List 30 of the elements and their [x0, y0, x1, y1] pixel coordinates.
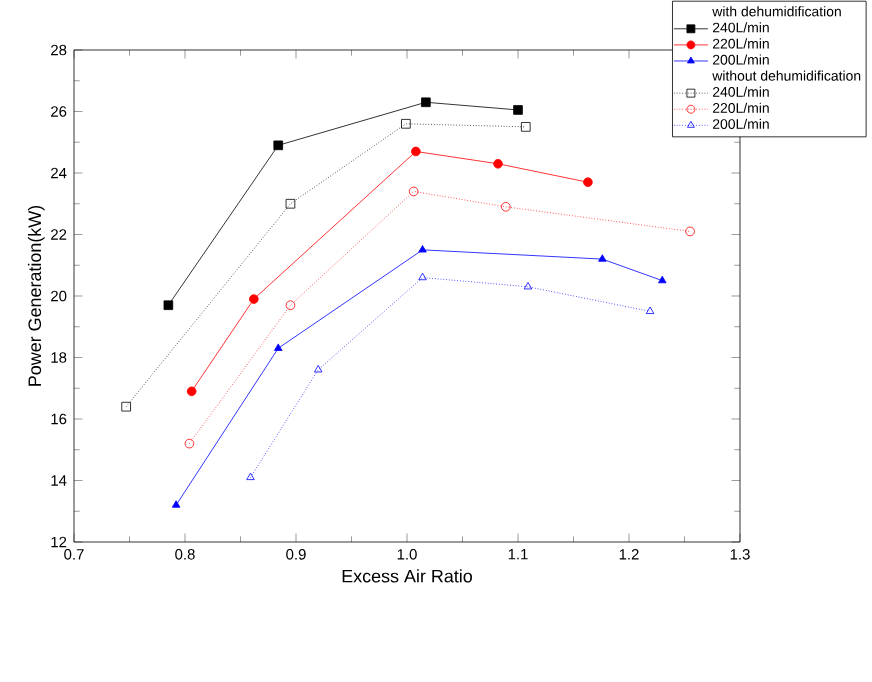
point: [184, 438, 195, 449]
point: [513, 105, 523, 115]
point: [285, 300, 296, 310]
y-axis-title: Power Generation(kW): [27, 205, 45, 386]
point: [274, 343, 283, 351]
point: [421, 97, 431, 108]
point: [186, 386, 197, 397]
point: [501, 202, 511, 212]
point: [583, 177, 593, 187]
point: [520, 122, 531, 132]
point: [411, 146, 421, 157]
point: [163, 300, 174, 310]
point: [523, 281, 533, 290]
point: [285, 198, 296, 209]
x-axis-title: Excess Air Ratio: [342, 569, 472, 583]
point: [314, 365, 323, 373]
point: [249, 294, 259, 304]
point: [273, 140, 284, 151]
point: [401, 119, 411, 129]
point: [171, 500, 181, 508]
point: [685, 226, 695, 237]
point: [598, 254, 607, 262]
point: [418, 272, 427, 281]
point: [246, 472, 255, 481]
point: [645, 306, 655, 314]
point: [408, 186, 419, 197]
point: [658, 275, 667, 284]
point: [418, 245, 427, 253]
point: [121, 401, 131, 412]
point: [493, 158, 503, 169]
